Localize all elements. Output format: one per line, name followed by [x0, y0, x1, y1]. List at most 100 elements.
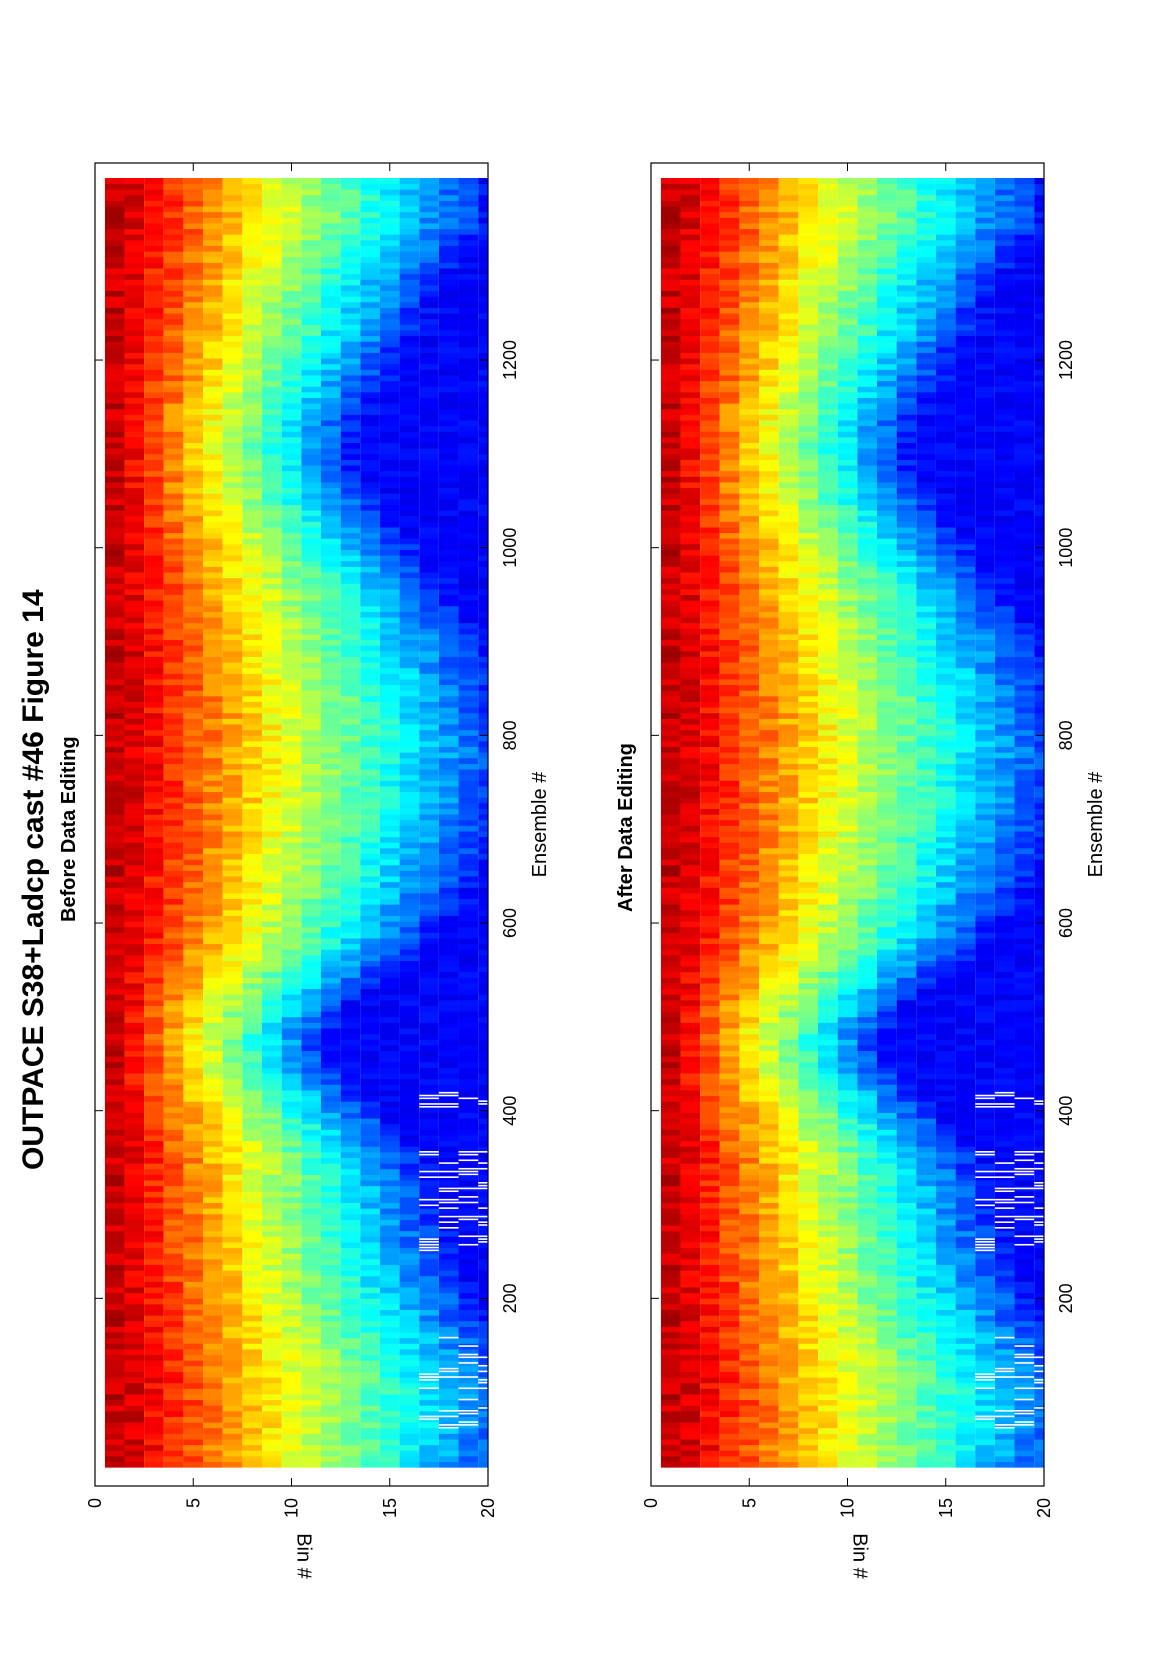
heatmap-cell	[144, 938, 164, 945]
heatmap-cell	[281, 1264, 302, 1271]
heatmap-cell	[379, 296, 400, 303]
heatmap-cell	[680, 1208, 701, 1215]
heatmap-cell	[399, 1287, 420, 1294]
heatmap-cell	[144, 1422, 164, 1429]
heatmap-cell	[438, 1129, 459, 1136]
heatmap-cell	[379, 290, 400, 297]
heatmap-cell	[360, 791, 380, 798]
heatmap-cells	[660, 178, 1044, 1468]
heatmap-cell	[222, 1095, 243, 1102]
heatmap-cell	[242, 307, 263, 314]
heatmap-cell	[419, 921, 439, 928]
heatmap-cell	[478, 566, 488, 573]
heatmap-cell	[163, 949, 184, 956]
heatmap-cell	[340, 420, 361, 427]
heatmap-cell	[360, 954, 380, 961]
heatmap-cell	[242, 1202, 263, 1209]
heatmap-cell	[281, 695, 302, 702]
heatmap-cell	[360, 943, 380, 950]
heatmap-cell	[124, 1033, 145, 1040]
heatmap-cell	[124, 572, 145, 579]
heatmap-cell	[458, 977, 479, 984]
heatmap-cell	[478, 876, 488, 883]
heatmap-cell	[222, 634, 243, 641]
heatmap-cell	[203, 251, 223, 258]
heatmap-cell	[478, 988, 488, 995]
heatmap-cell	[124, 1461, 145, 1468]
heatmap-cell	[360, 588, 380, 596]
heatmap-cell	[242, 1140, 263, 1147]
heatmap-cell	[340, 1084, 361, 1091]
heatmap-cell	[242, 898, 263, 905]
heatmap-cell	[163, 1146, 184, 1153]
heatmap-cell	[399, 268, 420, 275]
heatmap-cell	[163, 543, 184, 550]
heatmap-cell	[438, 346, 459, 353]
heatmap-cell	[203, 335, 223, 342]
heatmap-cell	[660, 983, 681, 990]
heatmap-cell	[399, 363, 420, 370]
heatmap-cell	[281, 1005, 302, 1012]
heatmap-cell	[183, 1253, 204, 1260]
heatmap-cell	[144, 1230, 164, 1237]
heatmap-cell	[163, 386, 184, 393]
heatmap-cell	[262, 1163, 282, 1170]
heatmap-cell	[320, 527, 341, 534]
heatmap-cell	[399, 493, 420, 500]
heatmap-cell	[438, 847, 459, 854]
heatmap-cell	[340, 1461, 361, 1468]
heatmap-cell	[379, 284, 400, 292]
heatmap-cell	[320, 1022, 341, 1029]
heatmap-cell	[203, 898, 223, 905]
heatmap-cell	[660, 206, 681, 213]
heatmap-cell	[301, 459, 321, 466]
heatmap-cell	[281, 1309, 302, 1316]
heatmap-cell	[340, 797, 361, 804]
heatmap-cell	[438, 1258, 459, 1265]
heatmap-cell	[222, 459, 243, 466]
heatmap-cell	[163, 1011, 184, 1018]
heatmap-cell	[222, 983, 243, 990]
heatmap-cell	[419, 1349, 439, 1356]
heatmap-cell	[104, 797, 125, 804]
heatmap-cell	[222, 780, 243, 787]
heatmap-cell	[281, 206, 302, 213]
heatmap-cell	[242, 999, 263, 1006]
heatmap-cell	[203, 769, 223, 776]
heatmap-cell	[183, 679, 204, 686]
heatmap-cell	[419, 639, 439, 646]
heatmap-cell	[399, 1247, 420, 1254]
heatmap-cell	[379, 1078, 400, 1085]
heatmap-cell	[183, 1230, 204, 1237]
heatmap-cell	[144, 808, 164, 815]
heatmap-cell	[242, 645, 263, 652]
heatmap-cell	[360, 200, 380, 207]
heatmap-cell	[104, 988, 125, 995]
heatmap-cell	[242, 1360, 263, 1367]
heatmap-cell	[262, 1028, 282, 1035]
heatmap-cell	[104, 1275, 125, 1282]
heatmap-cell	[163, 1016, 184, 1023]
heatmap-cell	[203, 442, 223, 449]
heatmap-cell	[458, 1450, 479, 1457]
heatmap-cell	[203, 1202, 223, 1209]
heatmap-cell	[222, 864, 243, 871]
heatmap-cell	[660, 1433, 681, 1440]
heatmap-cell	[399, 403, 420, 410]
heatmap-cell	[340, 211, 361, 218]
heatmap-cell	[478, 268, 488, 275]
heatmap-cell	[104, 1011, 125, 1018]
heatmap-cell	[660, 223, 681, 230]
heatmap-cell	[458, 1382, 479, 1389]
heatmap-cell	[104, 498, 125, 505]
missing-data-mark	[419, 1151, 439, 1153]
heatmap-cell	[419, 909, 439, 916]
heatmap-cell	[478, 971, 488, 978]
heatmap-cell	[242, 1315, 263, 1322]
heatmap-cell	[222, 1377, 243, 1384]
heatmap-cell	[144, 718, 164, 725]
heatmap-cell	[340, 921, 361, 928]
heatmap-cell	[320, 1185, 341, 1192]
heatmap-cell	[340, 735, 361, 742]
heatmap-cell	[379, 262, 400, 269]
